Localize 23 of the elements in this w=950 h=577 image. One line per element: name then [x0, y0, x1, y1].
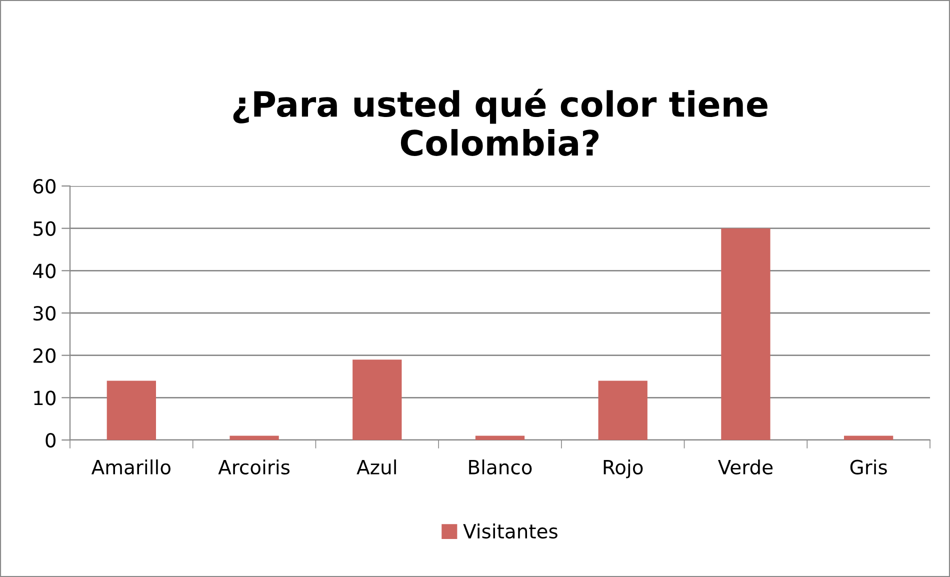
y-tick-label: 40: [33, 264, 56, 278]
x-tick-label: Arcoiris: [218, 459, 290, 474]
x-tick-label: Blanco: [469, 459, 532, 474]
chart-title: ¿Para usted qué color tiene Colombia?: [233, 88, 768, 156]
y-tick-label: 60: [33, 178, 56, 194]
bar: [721, 228, 770, 440]
x-tick-label: Amarillo: [91, 459, 170, 474]
legend-label: Visitantes: [463, 524, 558, 539]
bar: [598, 380, 648, 440]
bar: [352, 360, 402, 440]
x-tick-label: Rojo: [604, 459, 643, 478]
bar: [844, 436, 894, 440]
x-tick-label: Verde: [718, 459, 773, 474]
y-tick-label: 30: [34, 306, 56, 321]
x-tick-label: Azul: [356, 459, 396, 474]
y-tick-label: 50: [34, 221, 56, 236]
bar: [230, 436, 279, 440]
y-tick-label: 0: [46, 432, 56, 448]
x-tick-label: Gris: [850, 459, 887, 474]
bar: [475, 436, 525, 440]
y-tick-label: 20: [33, 348, 56, 363]
y-tick-label: 10: [34, 390, 56, 406]
bar: [106, 380, 156, 440]
